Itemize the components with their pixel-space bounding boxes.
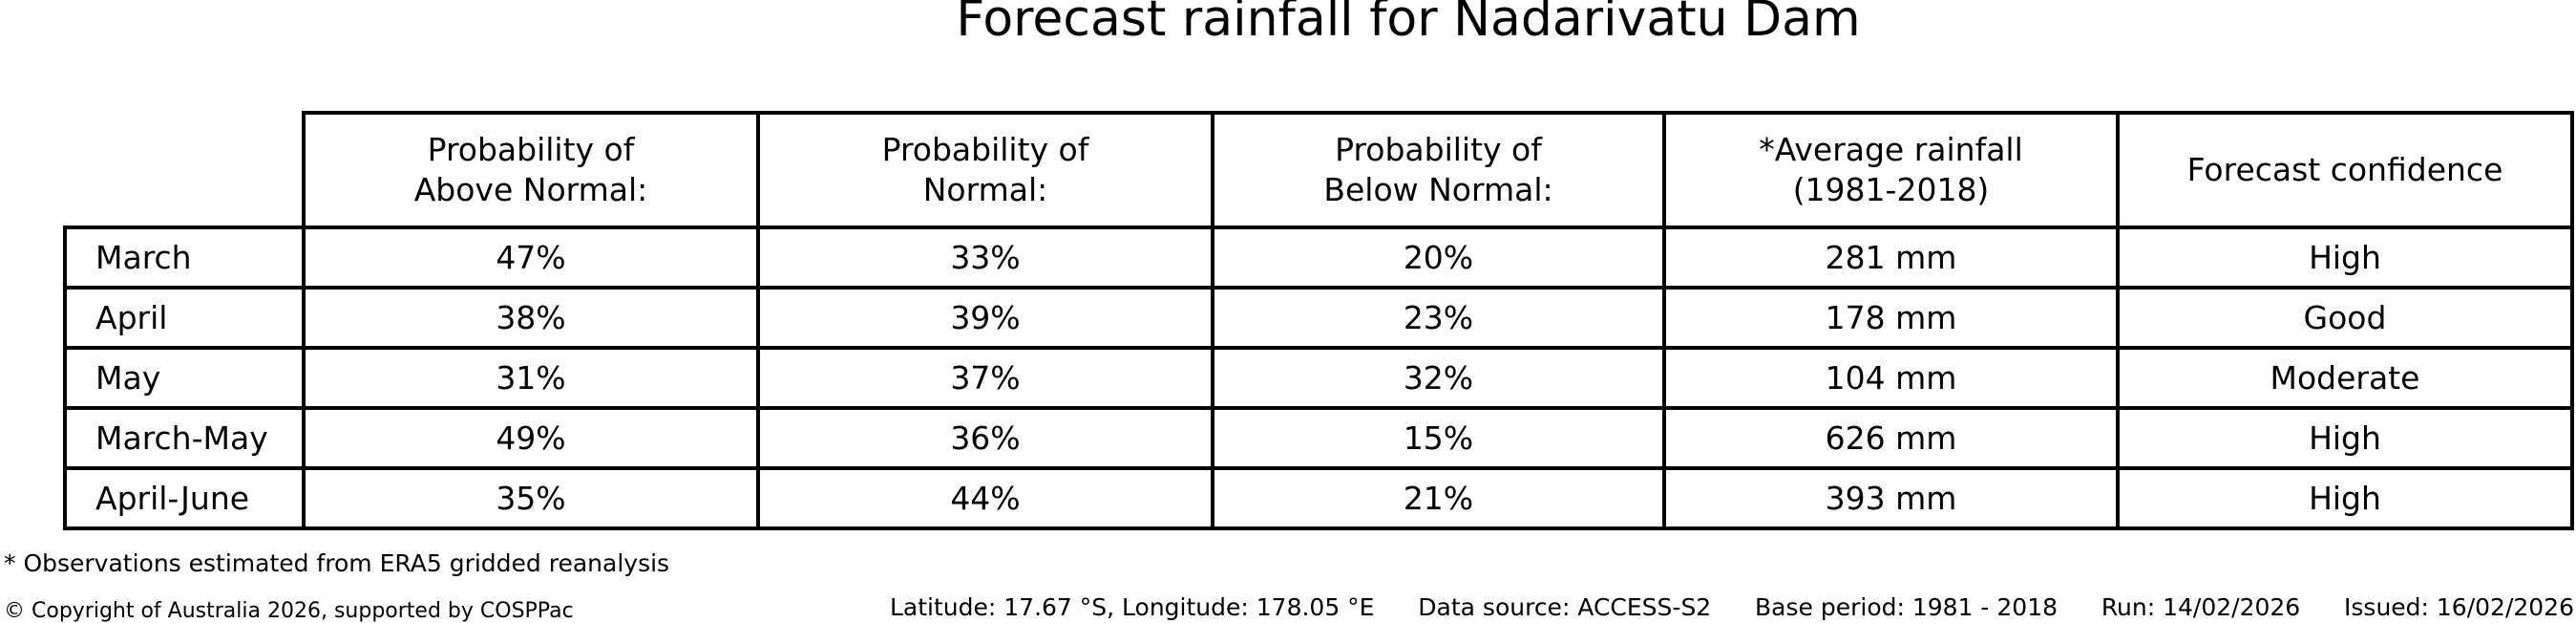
cell-below-normal: 21%: [1211, 466, 1666, 530]
row-label: May: [63, 346, 306, 410]
cell-confidence: Good: [2116, 286, 2574, 350]
header-row: Probability of Above Normal: Probability…: [65, 111, 2574, 229]
cell-above-normal: 35%: [302, 466, 760, 530]
footnote: * Observations estimated from ERA5 gridd…: [4, 549, 670, 577]
cell-normal: 39%: [756, 286, 1214, 350]
table-row-march-may: March-May 49% 36% 15% 626 mm High: [63, 406, 2574, 470]
row-label: March-May: [63, 406, 306, 470]
footer-data-source: Data source: ACCESS-S2: [1418, 593, 1712, 621]
header-prob-normal: Probability of Normal:: [756, 111, 1214, 229]
cell-below-normal: 23%: [1211, 286, 1666, 350]
footer-run-date: Run: 14/02/2026: [2101, 593, 2301, 621]
forecast-table: Probability of Above Normal: Probability…: [63, 111, 2574, 530]
header-corner-empty: [65, 113, 304, 227]
table-row-april-june: April-June 35% 44% 21% 393 mm High: [63, 466, 2574, 530]
table-row-may: May 31% 37% 32% 104 mm Moderate: [63, 346, 2574, 410]
header-forecast-confidence: Forecast confidence: [2116, 111, 2574, 229]
cell-average-rainfall: 281 mm: [1662, 226, 2120, 290]
cell-above-normal: 31%: [302, 346, 760, 410]
footer-location: Latitude: 17.67 °S, Longitude: 178.05 °E: [890, 593, 1375, 621]
cell-normal: 33%: [756, 226, 1214, 290]
copyright-text: © Copyright of Australia 2026, supported…: [4, 599, 574, 623]
cell-above-normal: 38%: [302, 286, 760, 350]
page-title: Forecast rainfall for Nadarivatu Dam: [956, 0, 1861, 48]
footer-base-period: Base period: 1981 - 2018: [1755, 593, 2059, 621]
row-label: April-June: [63, 466, 306, 530]
cell-confidence: High: [2116, 466, 2574, 530]
cell-average-rainfall: 104 mm: [1662, 346, 2120, 410]
cell-below-normal: 32%: [1211, 346, 1666, 410]
footer-meta-row: Latitude: 17.67 °S, Longitude: 178.05 °E…: [890, 593, 2574, 621]
cell-normal: 44%: [756, 466, 1214, 530]
cell-below-normal: 15%: [1211, 406, 1666, 470]
cell-below-normal: 20%: [1211, 226, 1666, 290]
cell-confidence: High: [2116, 406, 2574, 470]
cell-average-rainfall: 178 mm: [1662, 286, 2120, 350]
header-average-rainfall: *Average rainfall (1981-2018): [1662, 111, 2120, 229]
cell-average-rainfall: 393 mm: [1662, 466, 2120, 530]
table-row-april: April 38% 39% 23% 178 mm Good: [63, 286, 2574, 350]
footer-issued-date: Issued: 16/02/2026: [2344, 593, 2574, 621]
header-prob-above-normal: Probability of Above Normal:: [302, 111, 760, 229]
cell-normal: 36%: [756, 406, 1214, 470]
cell-above-normal: 47%: [302, 226, 760, 290]
cell-confidence: High: [2116, 226, 2574, 290]
row-label: March: [63, 226, 306, 290]
table-row-march: March 47% 33% 20% 281 mm High: [63, 226, 2574, 290]
cell-normal: 37%: [756, 346, 1214, 410]
cell-above-normal: 49%: [302, 406, 760, 470]
header-prob-below-normal: Probability of Below Normal:: [1211, 111, 1666, 229]
row-label: April: [63, 286, 306, 350]
cell-confidence: Moderate: [2116, 346, 2574, 410]
cell-average-rainfall: 626 mm: [1662, 406, 2120, 470]
